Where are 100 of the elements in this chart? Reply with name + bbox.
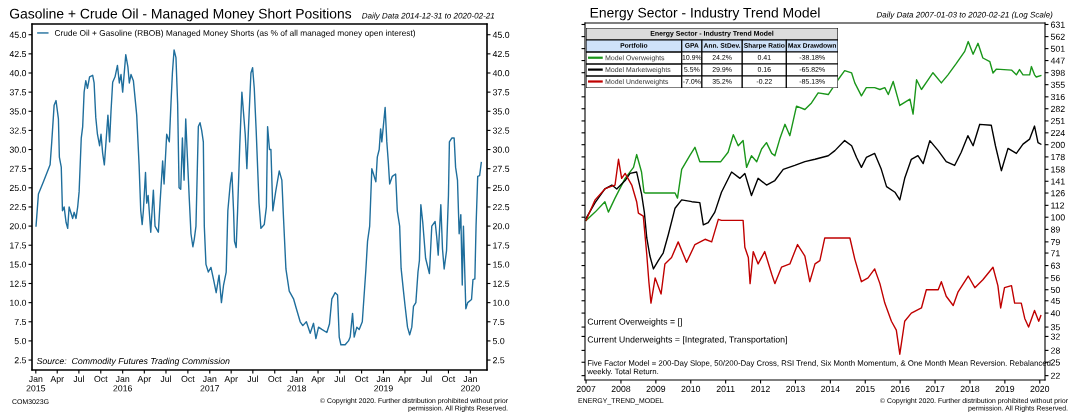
y-tick-label: 40.0: [9, 70, 27, 77]
x-tick-label: Oct: [94, 375, 108, 382]
y-tick-label: 40: [1050, 310, 1060, 317]
x-tick-label: 2018: [960, 385, 980, 392]
y-tick-label: 89: [1050, 226, 1060, 233]
y-tick-label: 27.5: [9, 165, 27, 172]
x-tick-label: 2016: [890, 385, 910, 392]
y-tick-label: 126: [1051, 190, 1065, 197]
x-tick-label: Jul: [421, 375, 432, 382]
y-tick-label: 224: [1051, 129, 1065, 137]
y2-tick-label: 27.5: [493, 165, 510, 172]
x-tick-label: Jan 2017: [200, 375, 220, 392]
x-tick-label: Jan 2019: [374, 375, 393, 392]
chart-title: Gasoline + Crude Oil - Managed Money Short Positions: [9, 8, 352, 22]
x-tick-label: Apr: [311, 375, 325, 384]
x-tick-label: Jul: [160, 375, 171, 382]
y-tick-label: 28: [1051, 347, 1060, 354]
y-tick-label: 7.5: [14, 318, 27, 326]
y-tick-label: 2.5: [14, 357, 27, 364]
x-tick-label: 2013: [786, 385, 805, 392]
x-tick-label: Oct: [181, 375, 195, 382]
x-tick-label: 2019: [995, 385, 1015, 392]
x-tick-label: Apr: [50, 375, 64, 384]
x-tick-label: 2009: [646, 385, 666, 392]
y2-tick-label: 15.0: [493, 261, 510, 268]
y-tick-label: 501: [1050, 45, 1065, 52]
y-tick-label: 22: [1051, 372, 1060, 379]
y2-tick-label: 30.0: [492, 146, 510, 153]
y-tick-label: 200: [1051, 141, 1065, 148]
x-tick-label: Jan 2018: [287, 375, 306, 392]
chart-subtitle: Daily Data 2007-01-03 to 2020-02-21 (Log Scale): [876, 11, 1053, 20]
y-tick-label: 30.0: [9, 146, 27, 153]
y2-tick-label: 40.0: [492, 70, 510, 77]
y-tick-label: 32: [1050, 333, 1060, 340]
y-tick-label: 141: [1051, 178, 1065, 185]
chart-title: Energy Sector - Industry Trend Model: [590, 7, 820, 21]
y-tick-label: 282: [1051, 105, 1065, 112]
annotation: Current Overweights = []: [587, 318, 682, 327]
x-tick-label: Jul: [247, 375, 258, 382]
y-tick-label: 79: [1051, 238, 1060, 246]
y2-tick-label: 2.5: [493, 357, 505, 364]
x-tick-label: Jan 2015: [26, 375, 46, 392]
x-tick-label: 2011: [716, 385, 735, 392]
x-tick-label: Jan 2016: [113, 375, 133, 392]
line-series: [35, 49, 482, 346]
y-tick-label: 447: [1050, 57, 1065, 64]
y-tick-label: 158: [1051, 166, 1065, 173]
line-series: [585, 40, 1042, 222]
y-tick-label: 56: [1050, 274, 1060, 282]
y-tick-label: 15.0: [10, 261, 27, 268]
y-tick-label: 45.0: [9, 31, 27, 38]
chart-subtitle: Daily Data 2014-12-31 to 2020-02-21: [361, 12, 495, 21]
y-tick-label: 45: [1050, 297, 1060, 305]
y2-tick-label: 20.0: [493, 223, 510, 230]
y-tick-label: 17.5: [10, 242, 27, 249]
legend-label: Crude Oil + Gasoline (RBOB) Managed Money Shorts (as % of all managed money open interest): [54, 29, 416, 38]
y-tick-label: 25.0: [9, 184, 27, 192]
y-tick-label: 112: [1051, 202, 1065, 209]
y-tick-label: 316: [1050, 93, 1065, 101]
y2-tick-label: 25.0: [493, 184, 510, 192]
y-tick-label: 35.0: [9, 108, 27, 115]
x-tick-label: Apr: [224, 375, 238, 384]
y-tick-label: 35: [1050, 324, 1060, 331]
x-tick-label: 2008: [611, 385, 631, 392]
y-tick-label: 25: [1051, 359, 1060, 366]
y-tick-label: 71: [1051, 250, 1060, 257]
annotation: Current Underweights = [Integrated, Transportation]: [587, 336, 787, 345]
y-tick-label: 100: [1051, 214, 1065, 221]
x-tick-label: 2017: [925, 385, 945, 392]
x-tick-label: Apr: [398, 375, 412, 384]
line-series: [585, 158, 1042, 355]
y2-tick-label: 7.5: [493, 318, 505, 326]
y-tick-label: 22.5: [9, 204, 27, 211]
y2-tick-label: 35.0: [492, 108, 510, 115]
y2-tick-label: 32.5: [492, 127, 510, 134]
x-tick-label: 2015: [855, 385, 875, 392]
x-tick-label: 2007: [576, 385, 596, 392]
x-tick-label: Jan 2020: [461, 375, 480, 392]
x-tick-label: Jul: [73, 375, 84, 382]
y-tick-label: 20.0: [9, 223, 27, 230]
y-tick-label: 251: [1051, 117, 1065, 125]
y2-tick-label: 42.5: [492, 50, 510, 58]
y2-tick-label: 37.5: [492, 89, 510, 96]
x-tick-label: Oct: [355, 375, 369, 382]
y-tick-label: 50: [1050, 286, 1060, 293]
y-tick-label: 355: [1050, 81, 1065, 88]
x-tick-label: Jul: [334, 375, 345, 382]
y2-tick-label: 10.0: [493, 299, 510, 306]
y-tick-label: 63: [1051, 262, 1060, 269]
x-tick-label: Oct: [268, 375, 282, 382]
y2-tick-label: 22.5: [493, 204, 510, 211]
y2-tick-label: 5.0: [492, 337, 505, 345]
x-tick-label: 2014: [821, 385, 840, 392]
x-tick-label: Oct: [442, 375, 456, 382]
y-tick-label: 12.5: [10, 280, 27, 287]
y-tick-label: 398: [1050, 69, 1065, 76]
y2-tick-label: 12.5: [493, 280, 510, 287]
y2-tick-label: 17.5: [493, 242, 510, 249]
y-tick-label: 562: [1050, 33, 1065, 40]
y-tick-label: 631: [1051, 21, 1065, 28]
